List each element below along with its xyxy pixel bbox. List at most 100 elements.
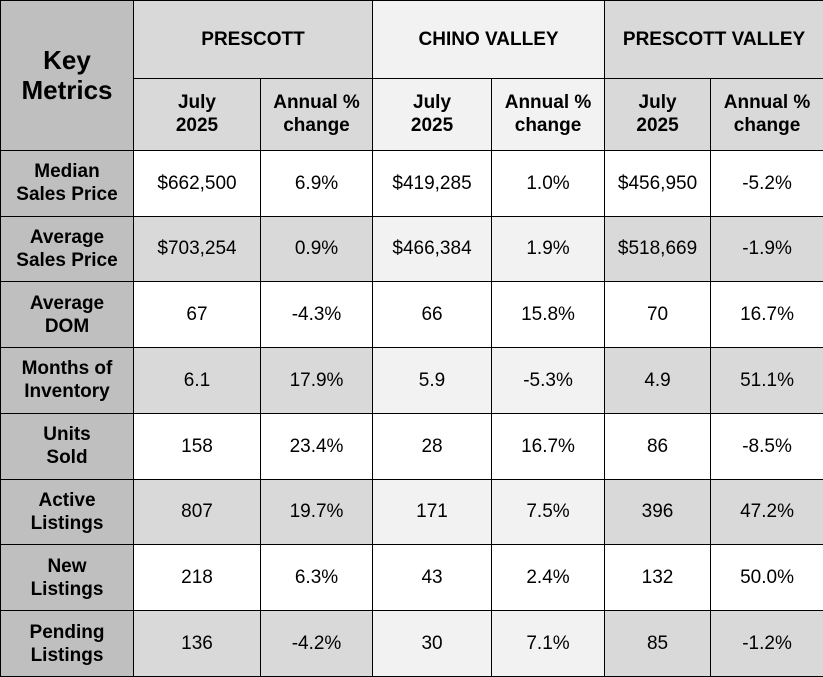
prescott-change-value: 23.4% — [259, 412, 374, 480]
row-label-line1: Average — [29, 226, 105, 248]
row-label-line2: Sales Price — [16, 184, 118, 206]
table-row: Months of Inventory 6.1 17.9% 5.9 -5.3% 4… — [0, 347, 823, 414]
table-row: Average Sales Price $703,254 0.9% $466,38… — [0, 215, 823, 283]
prescott-valley-change-value: 50.0% — [710, 544, 823, 612]
prescott-change-value: -4.3% — [259, 281, 374, 349]
prescott-month-value: 6.1 — [133, 347, 261, 414]
chino-valley-change-value: 1.0% — [491, 149, 606, 217]
chino-valley-change-value: 7.1% — [491, 610, 606, 677]
key-metrics-heading: Key Metrics — [0, 0, 134, 151]
table-row: Pending Listings 136 -4.2% 30 7.1% 85 -1.… — [0, 610, 823, 677]
prescott-valley-change-value: -1.2% — [710, 610, 823, 677]
prescott-valley-month-value: $518,669 — [604, 215, 712, 283]
row-label-line2: Listings — [30, 578, 104, 600]
row-label-line1: New — [47, 555, 87, 577]
group-header-chino-valley: CHINO VALLEY — [372, 0, 606, 79]
chino-valley-change-value: 1.9% — [491, 215, 606, 283]
chino-valley-change-value: 7.5% — [491, 478, 606, 546]
group-header-prescott: PRESCOTT — [132, 0, 374, 79]
subheader-change: Annual % change — [710, 77, 823, 151]
subheader-month: July 2025 — [133, 77, 261, 151]
key-metrics-heading-line2: Metrics — [21, 75, 113, 106]
table-row: Active Listings 807 19.7% 171 7.5% 396 47… — [0, 478, 823, 546]
table-row: Median Sales Price $662,500 6.9% $419,285… — [0, 149, 823, 217]
prescott-month-value: 807 — [133, 478, 261, 546]
group-header-prescott-valley: PRESCOTT VALLEY — [604, 0, 823, 79]
row-label-line2: Sold — [46, 447, 88, 469]
row-label-line1: Months of — [21, 358, 113, 380]
row-label-line2: DOM — [44, 315, 90, 337]
chino-valley-month-value: 30 — [372, 610, 493, 677]
chino-valley-month-value: 171 — [372, 478, 493, 546]
subheader-change-line1: Annual % — [273, 92, 360, 114]
subheader-change-line1: Annual % — [723, 92, 811, 114]
row-label-line2: Inventory — [24, 381, 110, 403]
chino-valley-change-value: -5.3% — [491, 347, 606, 414]
chino-valley-change-value: 16.7% — [491, 412, 606, 480]
subheader-change-line2: change — [283, 115, 350, 137]
row-label-line2: Listings — [30, 512, 104, 534]
row-label: Months of Inventory — [0, 347, 134, 414]
chino-valley-month-value: $466,384 — [372, 215, 493, 283]
key-metrics-heading-line1: Key — [43, 45, 91, 76]
prescott-valley-month-value: 4.9 — [604, 347, 712, 414]
row-label: New Listings — [0, 544, 134, 612]
subheader-month-line1: July — [177, 92, 217, 114]
table-row: Units Sold 158 23.4% 28 16.7% 86 -8.5% — [0, 412, 823, 480]
prescott-valley-month-value: 70 — [604, 281, 712, 349]
prescott-change-value: 6.3% — [259, 544, 374, 612]
prescott-valley-change-value: -8.5% — [710, 412, 823, 480]
prescott-valley-month-value: 396 — [604, 478, 712, 546]
subheader-change: Annual % change — [491, 77, 606, 151]
subheader-change-line2: change — [514, 115, 582, 137]
chino-valley-month-value: 5.9 — [372, 347, 493, 414]
subheader-month-line1: July — [413, 92, 452, 114]
row-label: Active Listings — [0, 478, 134, 546]
chino-valley-month-value: 43 — [372, 544, 493, 612]
chino-valley-month-value: 28 — [372, 412, 493, 480]
chino-valley-change-value: 2.4% — [491, 544, 606, 612]
prescott-month-value: 67 — [133, 281, 261, 349]
prescott-month-value: 136 — [133, 610, 261, 677]
prescott-month-value: 218 — [133, 544, 261, 612]
row-label-line1: Average — [29, 292, 105, 314]
prescott-valley-month-value: $456,950 — [604, 149, 712, 217]
prescott-change-value: 0.9% — [259, 215, 374, 283]
row-label-line2: Sales Price — [16, 249, 118, 271]
row-label: Average DOM — [0, 281, 134, 349]
prescott-valley-change-value: 16.7% — [710, 281, 823, 349]
prescott-change-value: 17.9% — [259, 347, 374, 414]
row-label: Average Sales Price — [0, 215, 134, 283]
prescott-month-value: $662,500 — [133, 149, 261, 217]
prescott-valley-change-value: -1.9% — [710, 215, 823, 283]
prescott-valley-change-value: 47.2% — [710, 478, 823, 546]
row-label: Units Sold — [0, 412, 134, 480]
row-label-line1: Median — [34, 161, 100, 183]
row-label: Pending Listings — [0, 610, 134, 677]
subheader-month-line2: 2025 — [410, 115, 454, 137]
prescott-month-value: $703,254 — [133, 215, 261, 283]
table-row: New Listings 218 6.3% 43 2.4% 132 50.0% — [0, 544, 823, 612]
row-label-line1: Active — [38, 489, 96, 511]
subheader-month-line1: July — [638, 92, 677, 114]
chino-valley-month-value: 66 — [372, 281, 493, 349]
subheader-change-line2: change — [733, 115, 801, 137]
prescott-change-value: 19.7% — [259, 478, 374, 546]
prescott-valley-change-value: -5.2% — [710, 149, 823, 217]
table-row: Average DOM 67 -4.3% 66 15.8% 70 16.7% — [0, 281, 823, 349]
row-label-line1: Pending — [29, 621, 105, 643]
subheader-month: July 2025 — [372, 77, 493, 151]
prescott-month-value: 158 — [133, 412, 261, 480]
prescott-valley-month-value: 132 — [604, 544, 712, 612]
prescott-change-value: 6.9% — [259, 149, 374, 217]
row-label-line2: Listings — [30, 644, 104, 666]
prescott-change-value: -4.2% — [259, 610, 374, 677]
prescott-valley-change-value: 51.1% — [710, 347, 823, 414]
subheader-month-line2: 2025 — [175, 115, 219, 137]
subheader-change: Annual % change — [259, 77, 374, 151]
chino-valley-month-value: $419,285 — [372, 149, 493, 217]
prescott-valley-month-value: 85 — [604, 610, 712, 677]
row-label: Median Sales Price — [0, 149, 134, 217]
row-label-line1: Units — [43, 424, 91, 446]
